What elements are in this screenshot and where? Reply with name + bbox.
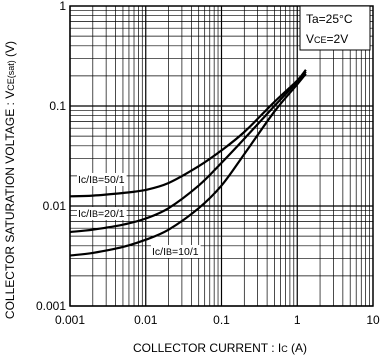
curve-label-main: Ic/I [78,208,92,220]
x-axis-label-unit: (A) [288,341,307,355]
curve-label-value: =20/1 [98,208,125,220]
condition-vce-sub: CE [314,35,327,45]
curve-label-value: =50/1 [98,174,125,186]
conditions-frame [299,5,371,51]
y-tick-label: 0.1 [49,99,66,113]
y-axis-label-main: COLLECTOR SATURATION VOLTAGE : V [3,91,17,319]
x-tick-label: 0.01 [134,313,158,327]
curve-label-value: =10/1 [172,246,199,258]
x-tick-label: 10 [366,313,380,327]
curve-label: Ic/IB=10/1 [152,246,199,258]
curve-label-main: Ic/I [152,246,166,258]
y-axis-label-unit: (V) [3,41,17,60]
condition-vce: VCE=2V [306,32,348,46]
series-line [69,73,307,257]
curve-label-background [151,245,201,258]
conditions-box: Ta=25°C VCE=2V [299,5,371,51]
y-tick-label: 0.01 [43,199,67,213]
x-axis-label-main: COLLECTOR CURRENT : I [133,341,281,355]
y-axis-label: COLLECTOR SATURATION VOLTAGE : VCE(sat) … [3,41,17,319]
plot-frame [69,5,374,307]
x-axis-label: COLLECTOR CURRENT : IC (A) [133,341,307,355]
condition-temperature: Ta=25°C [306,12,353,26]
series-lines [69,69,307,257]
curve-label-main: Ic/I [78,174,92,186]
y-tick-label: 1 [59,0,66,13]
curve-label-sub: B [166,247,172,257]
y-tick-label: 0.001 [36,299,66,313]
curve-label: Ic/IB=50/1 [78,174,125,186]
x-tick-label: 0.001 [55,313,85,327]
tick-labels: 0.001 0.01 0.1 1 10 0.001 0.01 0.1 1 [36,0,380,327]
curve-label-background [77,207,127,220]
condition-vce-main: V [306,32,314,46]
y-axis-label-sub: CE(sat) [6,60,16,91]
curve-label: Ic/IB=20/1 [78,208,125,220]
x-tick-label: 0.1 [213,313,230,327]
condition-vce-value: =2V [327,32,349,46]
x-axis-label-sub: C [281,344,288,354]
curve-label-sub: B [92,209,98,219]
curve-label-sub: B [92,175,98,185]
curve-labels: Ic/IB=50/1Ic/IB=20/1Ic/IB=10/1 [77,173,201,258]
x-tick-label: 1 [294,313,301,327]
series-line [69,71,307,234]
curve-label-background [77,173,127,186]
series-line [69,69,307,198]
